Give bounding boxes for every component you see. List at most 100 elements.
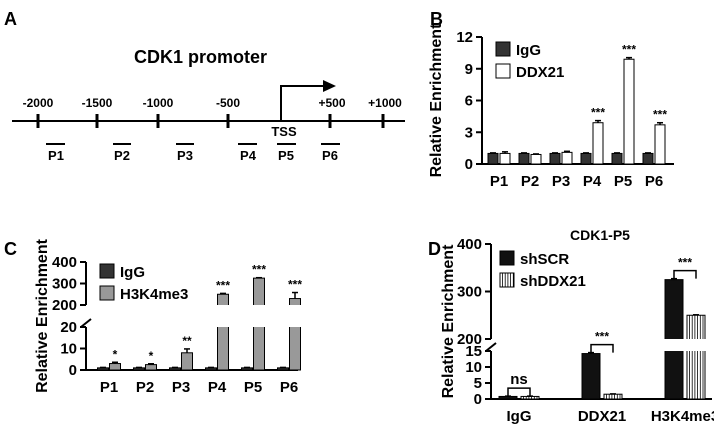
x-tick-label: P4 [583,173,602,190]
x-tick-label: P2 [136,379,154,396]
legend-label: shSCR [520,251,569,268]
bar-igg [205,367,217,371]
y-tick-label: 300 [457,284,482,301]
bar-break-gap [685,339,707,351]
y-axis-label: Relative Enrichment [428,23,445,178]
significance-label: *** [252,263,266,277]
x-tick-label: P5 [244,379,262,396]
x-tick-label: IgG [507,408,532,425]
position-label: -2000 [23,96,54,110]
x-tick-label: P2 [521,173,539,190]
legend-swatch [99,285,115,301]
bar-igg [518,152,530,165]
y-tick-label: 3 [465,124,473,141]
legend-swatch [495,41,511,57]
y-tick-label: 400 [52,254,77,271]
significance-label: *** [216,278,230,292]
x-tick-label: P1 [100,379,118,396]
tss-arrowhead-icon [323,80,336,92]
y-axis-label: Relative Enrichment [440,244,457,399]
significance-bracket [507,387,531,397]
x-tick-label: P6 [645,173,663,190]
significance-label: *** [622,43,636,57]
y-axis-label: Relative Enrichment [34,238,51,393]
bar-igg [97,367,109,371]
bar-ddx21 [592,122,604,165]
y-tick-label: 0 [69,362,77,379]
x-tick-label: P3 [552,173,570,190]
axis-break-mark [80,318,92,328]
axis-break-mark [485,342,497,352]
bar-igg [487,152,499,165]
y-tick-label: 0 [465,156,473,173]
probe-label: P2 [114,148,130,163]
bar-ddx21 [499,152,511,165]
legend-label: H3K4me3 [120,286,188,303]
chart-title: CDK1-P5 [570,227,630,243]
bar-igg [611,152,623,165]
bar-h3k4me3 [145,364,157,371]
position-label: +500 [318,96,345,110]
probe-label: P3 [177,148,193,163]
panel-b-label: B [430,9,443,29]
bar-break-gap [215,305,231,327]
y-tick-label: 0 [474,391,482,408]
bar-h3k4me3 [181,352,193,371]
x-tick-label: P4 [208,379,227,396]
bar-ddx21 [561,151,573,165]
significance-label: ns [510,371,528,388]
significance-label: *** [591,106,605,120]
significance-label: *** [653,108,667,122]
y-tick-label: 9 [465,61,473,78]
y-tick-label: 20 [60,319,77,336]
y-tick-label: 15 [465,343,482,360]
x-tick-label: P1 [490,173,508,190]
significance-label: * [113,347,118,361]
y-tick-label: 6 [465,93,473,110]
y-tick-label: 12 [456,29,473,46]
bar-break-gap [251,305,267,327]
y-tick-label: 300 [52,276,77,293]
bar-h3k4me3 [109,363,121,371]
x-tick-label: P3 [172,379,190,396]
bar-break-gap [663,339,685,351]
bar-igg [549,152,561,165]
probe-label: P5 [278,148,294,163]
y-tick-label: 10 [60,341,77,358]
position-label: -500 [216,96,240,110]
y-tick-label: 200 [457,331,482,348]
bar-igg [169,367,181,371]
y-tick-label: 400 [457,236,482,253]
x-tick-label: H3K4me3 [651,408,714,425]
legend-swatch [499,250,515,266]
bar-igg [133,367,145,371]
bar-ddx21 [530,153,542,165]
significance-bracket [590,343,614,353]
legend-swatch [99,263,115,279]
x-tick-label: DDX21 [578,408,626,425]
y-tick-label: 200 [52,297,77,314]
panel-d-label: D [428,239,441,259]
x-tick-label: P5 [614,173,632,190]
legend-swatch [495,63,511,79]
probe-label: P4 [240,148,257,163]
bar-break-gap [287,305,303,327]
bar-igg [642,152,654,165]
position-label: -1500 [82,96,113,110]
bar-ddx21 [654,124,666,165]
panel-a-label: A [4,9,17,29]
chart-b: 0 3 6 9 12 Relative Enrichment P1 P2 P3 P4 *** P5 **… [428,23,674,190]
probe-label: P6 [322,148,338,163]
bar-igg [241,367,253,371]
panel-a: A CDK1 promoter -2000 -1500 -1000 -500 +… [4,9,405,163]
y-tick-label: 5 [474,375,482,392]
significance-label: ** [182,334,192,348]
significance-label: * [149,349,154,363]
legend-label: IgG [120,264,145,281]
significance-bracket [673,269,697,279]
y-tick-label: 10 [465,359,482,376]
promoter-title: CDK1 promoter [134,47,267,67]
legend-label: DDX21 [516,64,564,81]
